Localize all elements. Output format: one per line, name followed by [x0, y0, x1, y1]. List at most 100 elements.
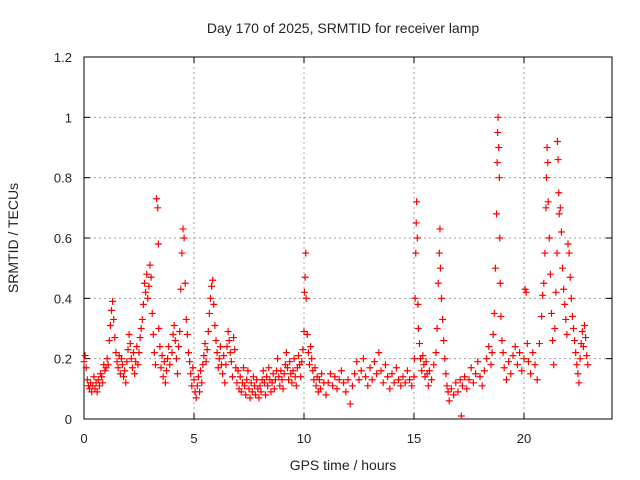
data-point: [368, 376, 376, 384]
data-point: [557, 228, 565, 236]
data-point: [284, 364, 291, 372]
data-point: [436, 264, 444, 272]
data-point: [476, 373, 484, 381]
data-point: [567, 294, 575, 302]
data-point: [193, 382, 201, 390]
data-point: [346, 400, 354, 408]
data-point: [554, 156, 562, 164]
data-point: [413, 198, 421, 206]
data-point: [154, 204, 162, 212]
data-point: [124, 346, 132, 354]
data-point: [546, 270, 554, 278]
data-point: [583, 352, 591, 360]
data-point: [110, 315, 118, 323]
data-point: [148, 309, 156, 317]
data-point: [489, 331, 497, 339]
data-point: [122, 379, 130, 387]
data-point: [286, 358, 294, 366]
data-point: [443, 382, 451, 390]
data-point: [456, 376, 464, 384]
data-point: [165, 343, 173, 351]
data-point: [117, 355, 125, 363]
data-point: [302, 294, 310, 302]
data-point: [553, 137, 561, 145]
data-point: [194, 373, 202, 381]
x-tick-label: 15: [407, 431, 421, 446]
data-point: [419, 352, 427, 360]
data-point: [119, 361, 126, 369]
data-point: [579, 343, 587, 351]
data-point: [133, 343, 141, 351]
data-point: [418, 367, 426, 375]
data-point: [560, 285, 568, 293]
data-point: [505, 358, 513, 366]
data-point: [344, 376, 352, 384]
data-point: [271, 376, 279, 384]
data-point: [571, 337, 579, 345]
data-point: [103, 355, 111, 363]
data-point: [209, 276, 217, 284]
data-point: [198, 379, 206, 387]
data-point: [408, 382, 416, 390]
data-point: [137, 325, 145, 332]
data-point: [105, 337, 113, 345]
data-point: [545, 234, 553, 242]
data-point: [95, 382, 103, 390]
data-point: [550, 361, 558, 369]
data-point: [204, 328, 212, 336]
data-point: [563, 331, 571, 339]
data-point: [197, 367, 205, 375]
data-point: [141, 279, 148, 287]
data-point: [454, 388, 462, 396]
data-point: [163, 367, 170, 375]
data-point: [521, 285, 529, 293]
data-point: [180, 234, 188, 242]
data-point: [161, 379, 169, 387]
data-point: [192, 394, 200, 402]
y-tick-label: 0.2: [54, 352, 72, 367]
data-point: [114, 364, 122, 372]
data-point: [135, 349, 143, 357]
data-point: [412, 249, 420, 257]
data-point: [256, 382, 264, 390]
data-point: [425, 367, 433, 375]
data-point: [183, 331, 191, 339]
data-point: [308, 355, 316, 363]
data-point: [145, 282, 153, 290]
data-point: [384, 373, 392, 381]
data-point: [83, 376, 91, 384]
data-points: [80, 113, 592, 420]
data-point: [93, 388, 101, 396]
data-point: [559, 264, 566, 272]
data-point: [412, 219, 420, 227]
data-point: [187, 370, 195, 378]
data-point: [495, 174, 503, 182]
data-point: [144, 294, 152, 302]
data-point: [576, 355, 584, 363]
data-point: [125, 331, 133, 339]
data-point: [433, 325, 441, 332]
data-point: [324, 379, 332, 387]
chart-title: Day 170 of 2025, SRMTID for receiver lam…: [207, 20, 480, 36]
data-point: [584, 361, 592, 369]
y-tick-label: 1: [65, 110, 72, 125]
x-axis-label: GPS time / hours: [290, 457, 397, 473]
data-point: [511, 343, 519, 351]
data-point: [435, 249, 443, 257]
data-point: [570, 325, 577, 332]
data-point: [300, 288, 308, 296]
data-point: [189, 364, 197, 372]
data-point: [270, 385, 278, 393]
data-point: [507, 370, 515, 378]
data-point: [379, 379, 387, 387]
data-point: [565, 249, 573, 257]
data-point: [178, 249, 186, 257]
data-point: [411, 294, 419, 302]
data-point: [318, 370, 326, 378]
data-point: [472, 370, 480, 378]
data-point: [80, 358, 88, 366]
data-point: [533, 376, 541, 384]
data-point: [540, 279, 548, 287]
data-point: [496, 234, 504, 242]
data-point: [581, 321, 588, 329]
